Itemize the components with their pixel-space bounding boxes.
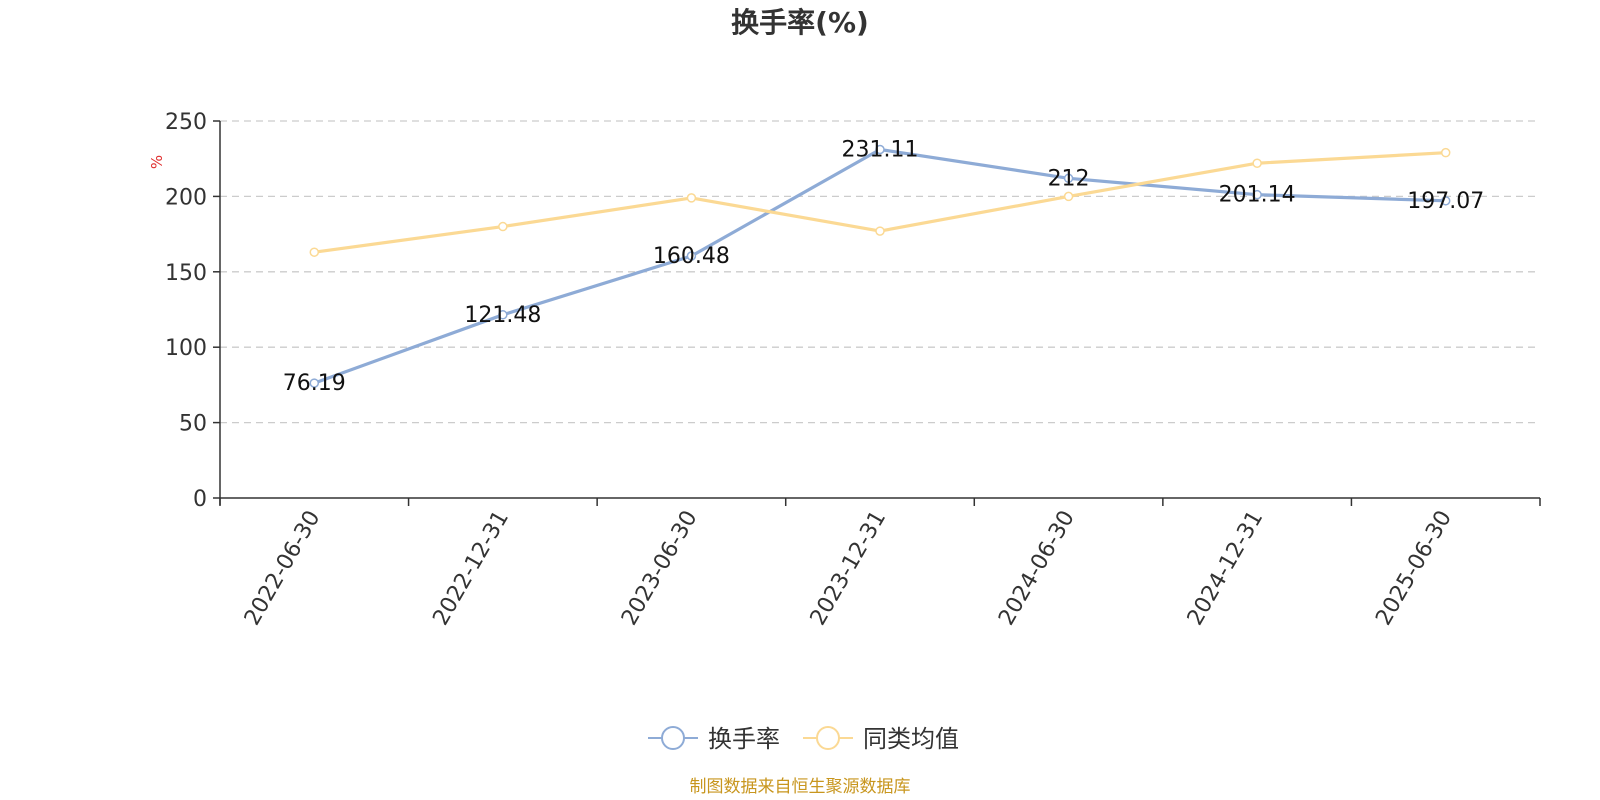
- x-tick-label: 2024-06-30: [994, 507, 1080, 630]
- series-1-point[interactable]: [1063, 173, 1074, 184]
- legend-label: 换手率: [708, 725, 780, 753]
- series-2-point[interactable]: [875, 226, 885, 236]
- data-label: 121.48: [464, 303, 541, 328]
- series-1-point[interactable]: [1440, 196, 1451, 206]
- data-label: 231.11: [842, 137, 919, 162]
- grid-lines: [220, 120, 1540, 424]
- x-tick-label: 2022-06-30: [240, 507, 326, 630]
- y-axis-unit-label: %: [148, 155, 166, 169]
- x-tick-label: 2025-06-30: [1371, 507, 1457, 630]
- data-label: 160.48: [653, 244, 730, 269]
- series-2-point[interactable]: [1252, 158, 1262, 168]
- axes: 0 50 100 150 200 250 2022-06-30 2022-12-31 2023-…: [165, 110, 1541, 630]
- y-tick-label: 150: [165, 261, 207, 286]
- series-1-point[interactable]: [875, 144, 885, 155]
- series-2-point[interactable]: [686, 193, 697, 203]
- y-tick-label: 0: [193, 487, 207, 512]
- series-2-point[interactable]: [1063, 191, 1074, 202]
- x-tick-label: 2023-06-30: [617, 507, 703, 630]
- x-tick-label: 2023-12-31: [806, 507, 892, 630]
- series-1-point[interactable]: [309, 378, 320, 388]
- series-2-point[interactable]: [1440, 147, 1451, 158]
- data-source-note: 制图数据来自恒生聚源数据库: [690, 777, 911, 797]
- data-label: 76.19: [283, 371, 346, 396]
- series-2-point[interactable]: [498, 221, 508, 232]
- data-label: 197.07: [1407, 189, 1484, 214]
- y-tick-label: 250: [165, 110, 207, 135]
- data-label: 212: [1048, 166, 1090, 191]
- x-tick-label: 2022-12-31: [428, 507, 514, 630]
- y-tick-label: 200: [165, 185, 207, 210]
- data-labels: 76.19 121.48 160.48 231.11 212 201.14 197.07: [283, 137, 1484, 396]
- data-label: 201.14: [1219, 183, 1296, 208]
- legend-marker-swatch: [816, 726, 840, 750]
- x-tick-label: 2024-12-31: [1183, 507, 1269, 630]
- series-2-point[interactable]: [309, 247, 320, 257]
- series-1-point[interactable]: [1252, 189, 1262, 200]
- legend-item-2[interactable]: 同类均值: [803, 725, 959, 753]
- legend-item-1[interactable]: 换手率: [648, 725, 780, 753]
- chart-title: 换手率(%): [731, 6, 869, 39]
- series-1-point[interactable]: [686, 251, 697, 261]
- y-tick-label: 50: [179, 412, 207, 437]
- legend[interactable]: 换手率 同类均值: [648, 725, 959, 753]
- legend-marker-swatch: [661, 726, 685, 750]
- series-layer: [309, 144, 1451, 388]
- legend-label: 同类均值: [863, 725, 959, 753]
- series-1-point[interactable]: [498, 310, 508, 320]
- y-tick-label: 100: [165, 336, 207, 361]
